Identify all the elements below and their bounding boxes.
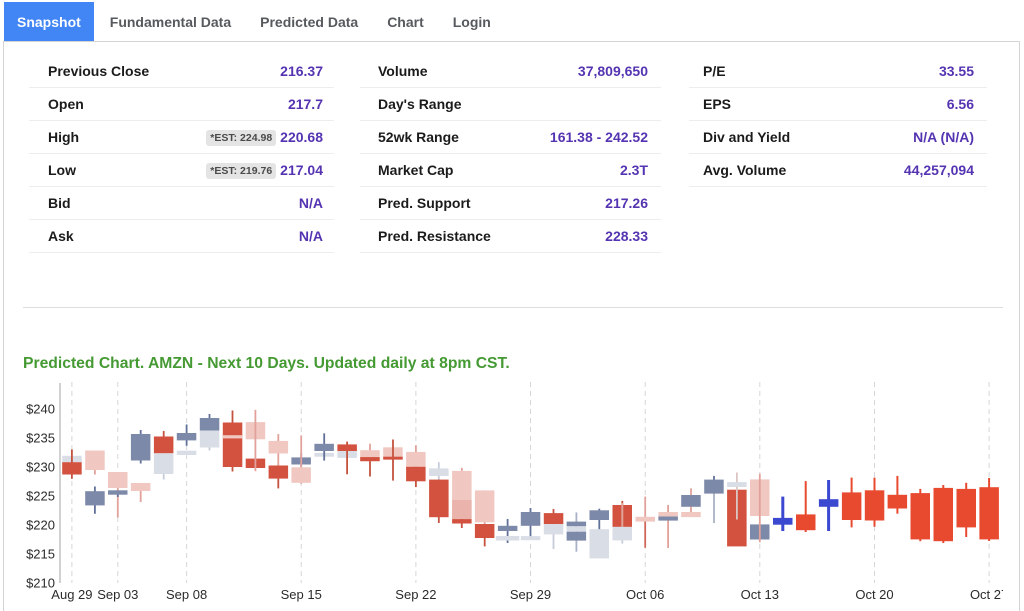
- svg-text:Oct 06: Oct 06: [626, 587, 664, 602]
- svg-text:$225: $225: [26, 489, 55, 504]
- svg-text:$235: $235: [26, 431, 55, 446]
- svg-text:$230: $230: [26, 460, 55, 475]
- svg-text:Sep 15: Sep 15: [281, 587, 322, 602]
- svg-text:Sep 08: Sep 08: [166, 587, 207, 602]
- svg-text:Oct 13: Oct 13: [741, 587, 779, 602]
- svg-text:Sep 22: Sep 22: [395, 587, 436, 602]
- svg-text:$215: $215: [26, 547, 55, 562]
- svg-text:Sep 03: Sep 03: [97, 587, 138, 602]
- svg-text:Oct 27: Oct 27: [970, 587, 1003, 602]
- svg-text:$210: $210: [26, 576, 55, 591]
- svg-text:$220: $220: [26, 518, 55, 533]
- svg-text:Aug 29: Aug 29: [51, 587, 92, 602]
- svg-text:$240: $240: [26, 402, 55, 417]
- svg-text:Oct 20: Oct 20: [855, 587, 893, 602]
- svg-text:Sep 29: Sep 29: [510, 587, 551, 602]
